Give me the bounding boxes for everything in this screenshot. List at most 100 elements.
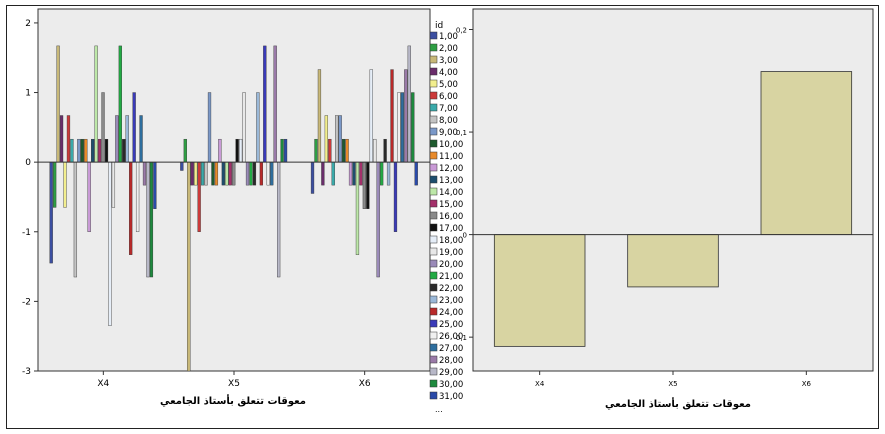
left-bar bbox=[183, 138, 187, 163]
left-bar bbox=[221, 161, 225, 186]
left-bar bbox=[362, 161, 366, 209]
left-bar bbox=[335, 115, 339, 163]
left-bar bbox=[70, 138, 74, 163]
legend-label: 29,00 bbox=[439, 368, 463, 378]
left-bar bbox=[331, 161, 335, 186]
left-bars bbox=[49, 45, 418, 372]
left-bar bbox=[80, 138, 84, 163]
legend-label: 16,00 bbox=[439, 212, 463, 222]
legend-label: 18,00 bbox=[439, 236, 463, 246]
left-bar bbox=[104, 138, 109, 163]
legend-label: 5,00 bbox=[439, 80, 458, 90]
left-bar bbox=[211, 161, 215, 186]
left-bar bbox=[91, 138, 95, 163]
left-bar bbox=[129, 161, 133, 255]
left-bar bbox=[232, 161, 236, 186]
left-bar bbox=[383, 138, 387, 163]
right-x-tick-label: X5 bbox=[668, 380, 677, 388]
left-bar bbox=[197, 161, 201, 232]
legend-label: 25,00 bbox=[439, 320, 463, 330]
left-bar bbox=[317, 69, 322, 163]
left-bar bbox=[352, 161, 356, 186]
right-x-axis: X4 X5 X6 bbox=[535, 371, 812, 388]
left-bar bbox=[73, 161, 78, 278]
left-bar bbox=[390, 69, 394, 163]
left-bar bbox=[400, 92, 405, 163]
left-bar bbox=[355, 161, 360, 255]
left-bar bbox=[376, 161, 380, 278]
right-bars bbox=[493, 71, 853, 347]
left-bar bbox=[204, 161, 208, 186]
legend-swatch bbox=[429, 295, 438, 304]
legend-swatch bbox=[429, 175, 438, 184]
legend-swatch bbox=[429, 343, 438, 352]
legend-swatch bbox=[429, 31, 438, 40]
legend-label: 22,00 bbox=[439, 284, 463, 294]
legend-label: 20,00 bbox=[439, 260, 463, 270]
legend-swatch bbox=[429, 151, 438, 160]
left-y-tick-label: 0 bbox=[25, 158, 31, 168]
left-bar bbox=[118, 45, 122, 163]
legend-label: 6,00 bbox=[439, 92, 458, 102]
legend-label: 24,00 bbox=[439, 308, 463, 318]
legend: 1,00 2,00 3,00 4,00 5,00 6,00 7,00 8,00 9,00 10,0… bbox=[429, 31, 463, 402]
left-x-tick-label: X5 bbox=[228, 379, 240, 389]
left-bar bbox=[235, 138, 239, 163]
legend-label: 21,00 bbox=[439, 272, 463, 282]
legend-swatch bbox=[429, 103, 438, 112]
left-bar bbox=[245, 161, 250, 186]
legend-label: 3,00 bbox=[439, 56, 458, 66]
legend-label: 23,00 bbox=[439, 296, 463, 306]
legend-label: 11,00 bbox=[439, 152, 463, 162]
legend-swatch bbox=[429, 199, 438, 208]
left-bar bbox=[66, 115, 71, 163]
right-bar bbox=[760, 71, 853, 236]
left-bar bbox=[77, 138, 81, 163]
left-bar bbox=[207, 92, 212, 163]
left-x-tick-label: X4 bbox=[97, 379, 109, 389]
left-bar bbox=[348, 161, 353, 186]
right-y-tick-label: 0,2 bbox=[456, 27, 467, 35]
left-bar bbox=[256, 92, 260, 163]
left-bar bbox=[228, 161, 232, 186]
left-bar bbox=[49, 161, 53, 264]
legend-label: 14,00 bbox=[439, 188, 463, 198]
right-y-tick-label: 0,1 bbox=[456, 334, 467, 342]
left-bar bbox=[249, 161, 253, 186]
left-bar bbox=[194, 161, 198, 186]
legend-label: 17,00 bbox=[439, 224, 463, 234]
legend-swatch bbox=[429, 163, 438, 172]
left-bar bbox=[218, 138, 222, 163]
left-bar bbox=[132, 92, 136, 163]
right-y-axis: 0,2 0,1 0 0,1 bbox=[456, 27, 473, 342]
legend-label: 15,00 bbox=[439, 200, 463, 210]
left-bar bbox=[404, 69, 408, 163]
legend-swatch bbox=[429, 115, 438, 124]
legend-label: 4,00 bbox=[439, 68, 458, 78]
left-bar bbox=[125, 115, 129, 163]
left-bar bbox=[135, 161, 140, 232]
legend-swatch bbox=[429, 211, 438, 220]
left-bar bbox=[225, 161, 229, 186]
left-y-tick-label: -1 bbox=[22, 228, 31, 238]
left-bar bbox=[407, 45, 411, 163]
left-bar bbox=[200, 161, 205, 186]
legend-swatch bbox=[429, 43, 438, 52]
left-x-axis: X4 X5 X6 bbox=[97, 371, 371, 389]
left-bar bbox=[53, 161, 57, 208]
legend-swatch bbox=[429, 235, 438, 244]
left-bar bbox=[359, 161, 363, 186]
left-bar bbox=[273, 45, 277, 163]
legend-swatch bbox=[429, 391, 438, 400]
right-bar bbox=[627, 234, 719, 288]
legend-label: 31,00 bbox=[439, 392, 463, 402]
legend-label: 13,00 bbox=[439, 176, 463, 186]
legend-swatch bbox=[429, 67, 438, 76]
legend-label: 7,00 bbox=[439, 104, 458, 114]
left-bar bbox=[314, 138, 318, 163]
legend-label: 1,00 bbox=[439, 32, 458, 42]
left-bar bbox=[84, 138, 88, 163]
legend-title: id bbox=[435, 21, 443, 31]
left-y-tick-label: -3 bbox=[22, 367, 31, 377]
left-chart: -3 -2 -1 0 1 2 X4 X5 X6 معوقات تتعلق بأستاذ الج… bbox=[22, 8, 463, 414]
